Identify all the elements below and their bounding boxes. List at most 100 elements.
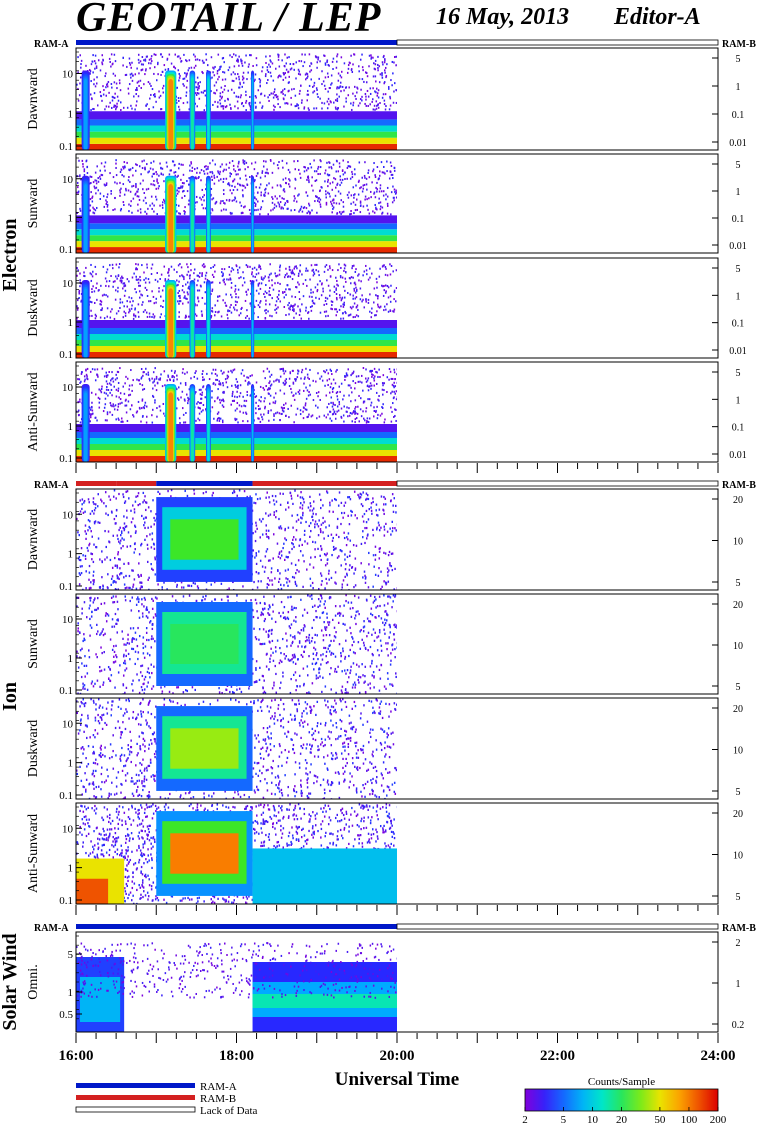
- noise-pixel: [381, 206, 384, 209]
- noise-pixel: [128, 57, 131, 60]
- noise-pixel: [92, 583, 95, 586]
- noise-pixel: [284, 102, 286, 105]
- noise-pixel: [97, 59, 100, 62]
- noise-pixel: [233, 368, 236, 371]
- noise-pixel: [317, 95, 319, 98]
- noise-pixel: [144, 495, 146, 498]
- noise-pixel: [273, 90, 276, 93]
- noise-pixel: [355, 184, 357, 187]
- noise-pixel: [238, 404, 241, 407]
- noise-pixel: [96, 76, 98, 79]
- noise-pixel: [278, 273, 281, 276]
- noise-pixel: [217, 53, 220, 56]
- noise-pixel: [111, 566, 114, 569]
- noise-pixel: [343, 394, 345, 397]
- noise-pixel: [129, 63, 132, 66]
- noise-pixel: [224, 301, 226, 304]
- noise-pixel: [148, 62, 150, 65]
- noise-pixel: [132, 415, 135, 418]
- noise-pixel: [395, 419, 397, 422]
- noise-pixel: [177, 105, 180, 108]
- noise-pixel: [150, 546, 153, 549]
- noise-pixel: [274, 495, 277, 498]
- noise-pixel: [340, 317, 342, 320]
- noise-pixel: [298, 60, 300, 63]
- noise-pixel: [322, 290, 324, 293]
- noise-pixel: [366, 89, 369, 92]
- noise-pixel: [393, 166, 396, 169]
- noise-pixel: [266, 388, 269, 391]
- noise-pixel: [147, 506, 150, 509]
- noise-pixel: [315, 87, 318, 90]
- noise-pixel: [135, 184, 137, 187]
- noise-pixel: [275, 300, 278, 303]
- noise-pixel: [188, 285, 190, 288]
- noise-pixel: [140, 173, 142, 176]
- noise-pixel: [160, 305, 162, 308]
- noise-pixel: [187, 398, 190, 401]
- noise-pixel: [132, 413, 134, 416]
- noise-pixel: [321, 70, 323, 73]
- noise-pixel: [286, 272, 288, 275]
- noise-pixel: [168, 269, 170, 272]
- noise-pixel: [155, 198, 158, 201]
- noise-pixel: [224, 106, 227, 109]
- noise-pixel: [259, 176, 262, 179]
- noise-pixel: [161, 55, 164, 58]
- y-tick-label: 1: [68, 421, 74, 433]
- noise-pixel: [163, 265, 166, 268]
- noise-pixel: [238, 86, 241, 89]
- noise-pixel: [277, 569, 279, 572]
- noise-pixel: [242, 585, 244, 588]
- noise-pixel: [89, 70, 92, 73]
- noise-pixel: [327, 284, 330, 287]
- noise-pixel: [361, 190, 364, 193]
- noise-pixel: [384, 172, 386, 175]
- noise-pixel: [128, 574, 131, 578]
- noise-pixel: [130, 76, 132, 79]
- noise-pixel: [379, 73, 382, 76]
- noise-pixel: [294, 177, 296, 180]
- noise-pixel: [386, 63, 388, 66]
- noise-pixel: [147, 371, 149, 374]
- noise-pixel: [373, 192, 375, 195]
- spectrogram-layer: [76, 159, 397, 253]
- noise-pixel: [378, 399, 380, 402]
- noise-pixel: [392, 72, 394, 75]
- noise-pixel: [321, 580, 323, 583]
- noise-pixel: [214, 383, 217, 386]
- noise-pixel: [167, 374, 169, 377]
- noise-pixel: [128, 62, 131, 65]
- noise-pixel: [163, 64, 166, 67]
- noise-pixel: [307, 415, 309, 418]
- noise-pixel: [372, 528, 374, 532]
- noise-pixel: [193, 268, 196, 271]
- noise-pixel: [97, 375, 99, 378]
- noise-pixel: [328, 166, 330, 169]
- noise-pixel: [328, 174, 331, 177]
- noise-pixel: [196, 304, 198, 307]
- noise-pixel: [288, 385, 291, 388]
- noise-pixel: [326, 173, 329, 176]
- noise-pixel: [232, 268, 235, 271]
- noise-pixel: [328, 510, 331, 513]
- noise-pixel: [249, 394, 252, 397]
- noise-pixel: [199, 81, 201, 84]
- noise-pixel: [367, 398, 369, 401]
- noise-pixel: [283, 276, 286, 279]
- noise-pixel: [205, 53, 207, 56]
- noise-pixel: [189, 169, 191, 172]
- noise-pixel: [163, 285, 165, 288]
- noise-pixel: [315, 392, 318, 395]
- noise-pixel: [375, 503, 378, 506]
- noise-pixel: [219, 281, 221, 284]
- noise-pixel: [97, 177, 99, 180]
- noise-pixel: [386, 195, 389, 198]
- noise-pixel: [336, 60, 338, 63]
- noise-pixel: [342, 398, 344, 401]
- noise-pixel: [167, 490, 169, 493]
- noise-pixel: [343, 269, 345, 272]
- ram-right-label: RAM-B: [722, 39, 756, 50]
- noise-pixel: [383, 103, 386, 106]
- noise-pixel: [135, 263, 137, 266]
